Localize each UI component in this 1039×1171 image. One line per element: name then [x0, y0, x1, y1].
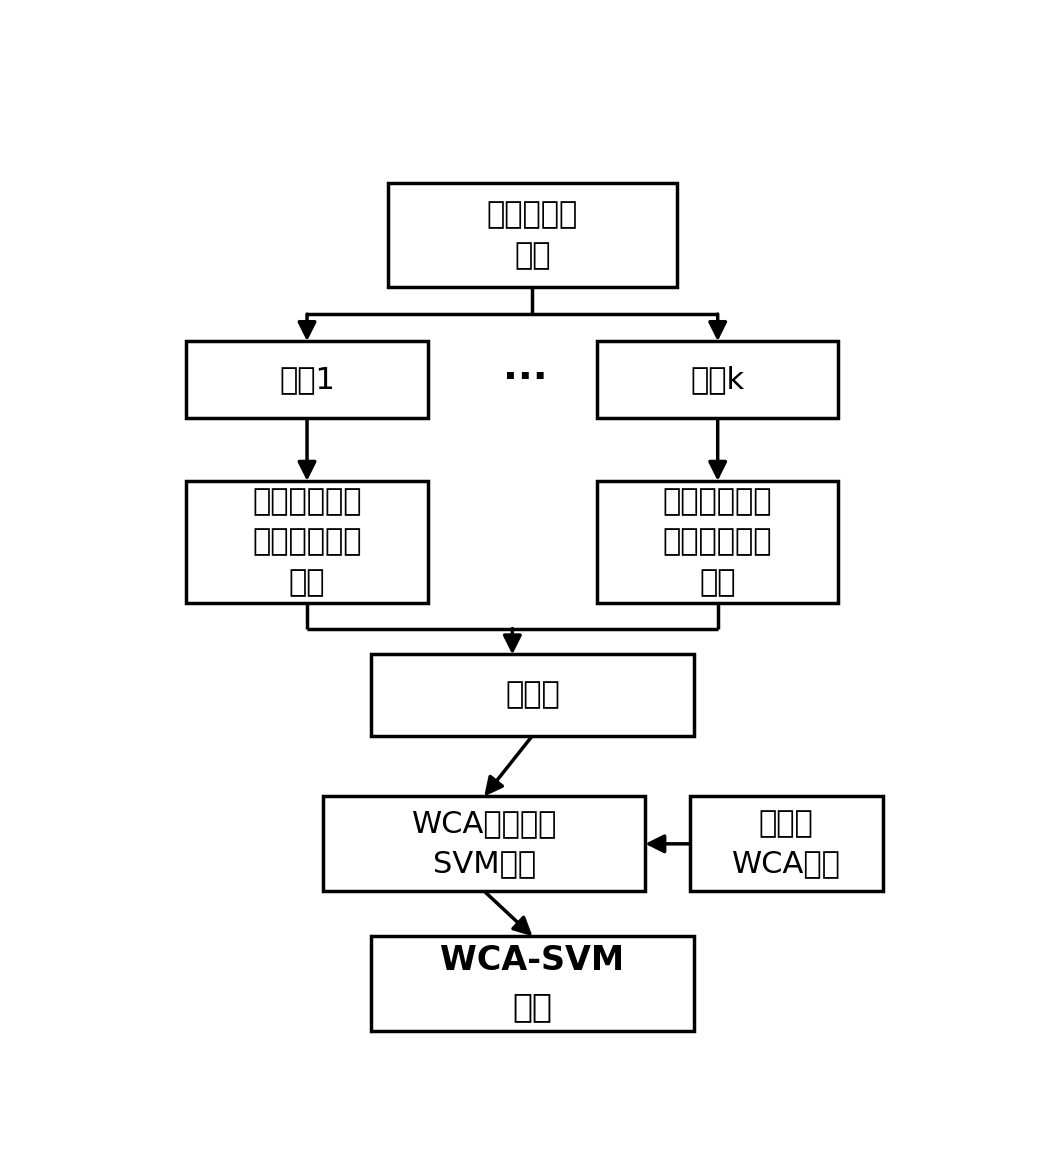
Text: 楼层1: 楼层1 — [279, 365, 335, 393]
Text: 初始化
WCA参数: 初始化 WCA参数 — [731, 809, 841, 878]
Bar — [323, 796, 645, 891]
Text: 单一全楼层
模式: 单一全楼层 模式 — [487, 200, 578, 271]
Bar — [186, 341, 428, 418]
Text: WCA算法优化
SVM参数: WCA算法优化 SVM参数 — [411, 809, 557, 878]
Text: 规定时间间隔
内的气压均值
数据: 规定时间间隔 内的气压均值 数据 — [252, 487, 362, 597]
Bar — [690, 796, 883, 891]
Text: 训练集: 训练集 — [505, 680, 560, 710]
Bar — [372, 655, 694, 735]
Text: 规定时间间隔
内的气压均值
数据: 规定时间间隔 内的气压均值 数据 — [663, 487, 772, 597]
Text: 楼层k: 楼层k — [691, 365, 745, 393]
Bar — [372, 937, 694, 1030]
Text: ···: ··· — [504, 358, 561, 397]
Bar — [596, 341, 838, 418]
Bar — [388, 184, 677, 287]
Bar — [186, 481, 428, 603]
Text: WCA-SVM
模型: WCA-SVM 模型 — [441, 944, 624, 1023]
Bar — [596, 481, 838, 603]
